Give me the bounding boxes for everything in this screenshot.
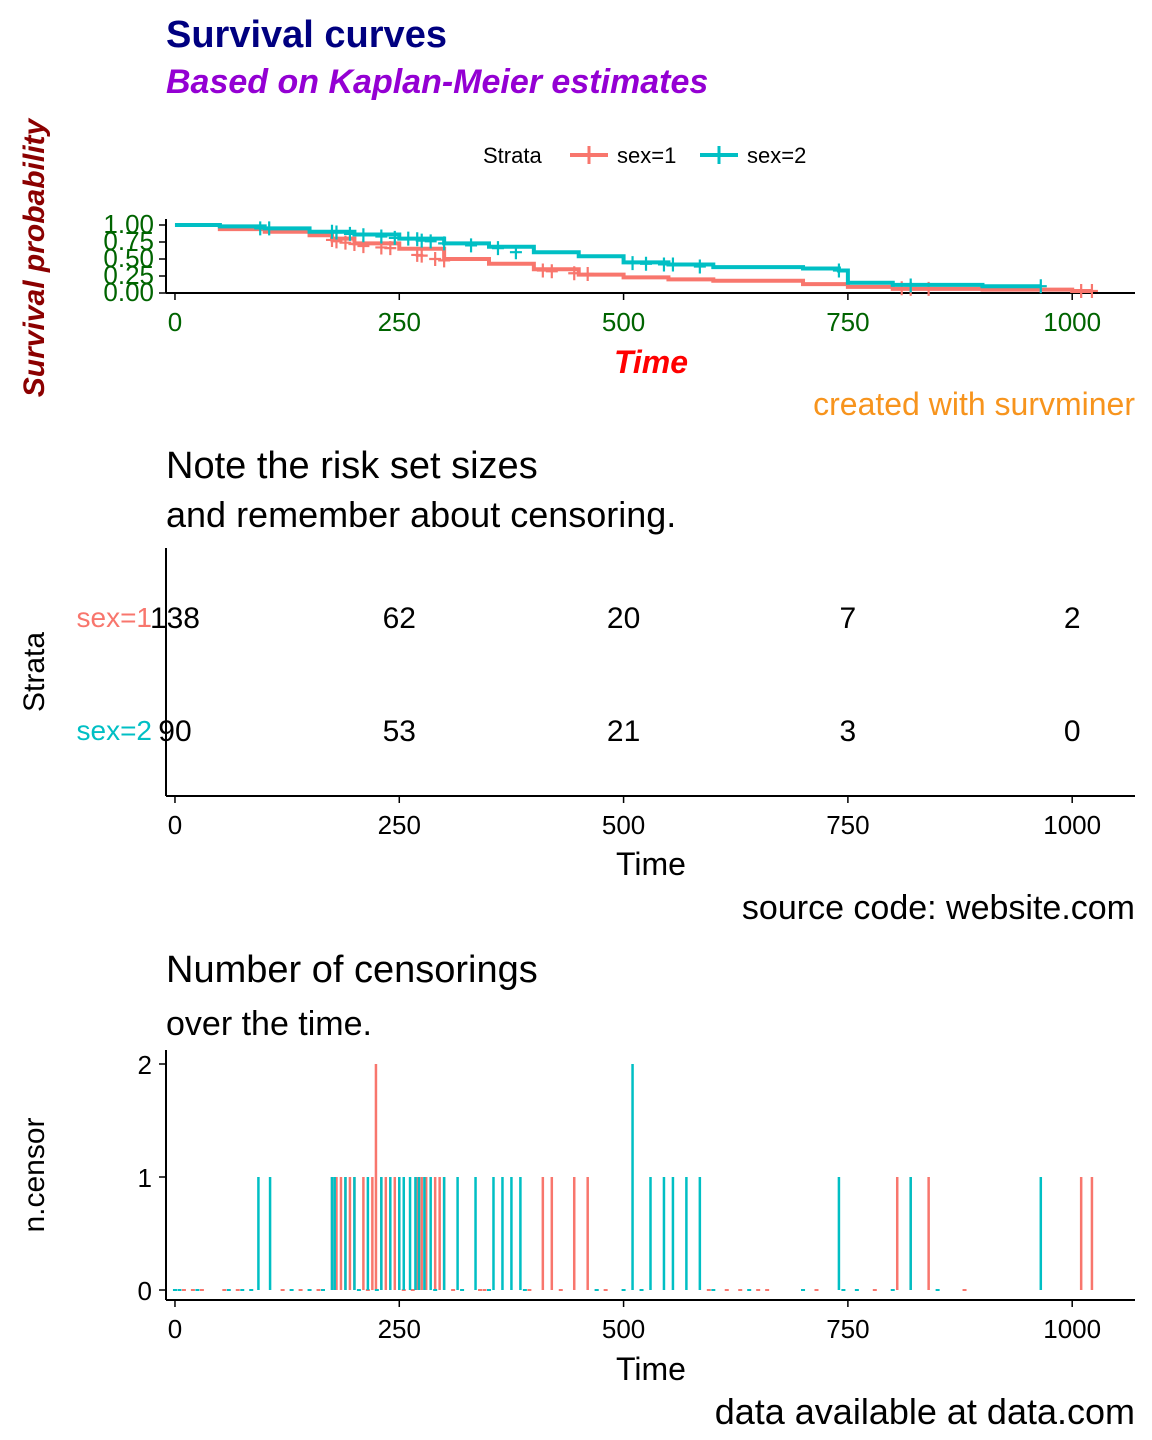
survival-title: Survival curves — [166, 14, 447, 56]
censor-caption: data available at data.com — [715, 1391, 1135, 1432]
risk-table-ylabel: Strata — [18, 632, 51, 712]
censor-mark — [348, 237, 361, 252]
risk-table-x-tick-label: 500 — [602, 810, 645, 840]
censor-mark — [343, 226, 356, 241]
risk-table-row-label: sex=2 — [77, 715, 153, 746]
censor-subtitle: over the time. — [166, 1005, 372, 1043]
survival-y-tick-label: 1.00 — [103, 209, 154, 239]
risk-table-cell: 138 — [150, 602, 200, 635]
censor-mark — [388, 230, 401, 245]
censor-mark — [491, 241, 504, 256]
censor-mark — [415, 248, 428, 263]
censor-xlabel: Time — [616, 1351, 686, 1387]
survival-ylabel: Survival probability — [18, 117, 51, 397]
censor-mark — [429, 252, 442, 266]
legend-label-sex=1: sex=1 — [617, 143, 676, 168]
censor-mark — [438, 236, 451, 251]
censor-ylabel: n.censor — [18, 1117, 51, 1232]
censor-y-tick-label: 0 — [138, 1276, 152, 1306]
survival-y-tick-label: 0.00 — [103, 277, 154, 307]
survival-curve-sex=1 — [174, 223, 1092, 293]
censor-mark — [832, 263, 845, 278]
survival-x-tick-label: 0 — [168, 307, 182, 337]
censor-x-tick-label: 750 — [826, 1314, 869, 1344]
legend-title: Strata — [483, 143, 542, 168]
risk-table-caption: source code: website.com — [742, 889, 1135, 927]
censor-mark — [545, 264, 558, 279]
censor-x-tick-label: 0 — [168, 1314, 182, 1344]
risk-table-cell: 2 — [1064, 602, 1081, 635]
survival-curve-sex=2 — [174, 223, 1041, 289]
censor-mark — [375, 229, 388, 244]
censor-mark — [509, 245, 522, 260]
survival-caption: created with survminer — [813, 386, 1135, 422]
risk-table-cell: 21 — [607, 715, 640, 748]
risk-table-subtitle: and remember about censoring. — [166, 494, 676, 535]
risk-table-x-tick-label: 0 — [168, 810, 182, 840]
risk-table-title: Note the risk set sizes — [166, 445, 538, 487]
survival-y-tick-label: 0.75 — [103, 226, 154, 256]
survival-xlabel: Time — [614, 344, 688, 380]
survival-y-tick-label: 0.25 — [103, 260, 154, 290]
censor-mark — [666, 257, 679, 272]
risk-table-cell: 0 — [1064, 715, 1081, 748]
risk-table-xlabel: Time — [616, 846, 686, 882]
survival-subtitle: Based on Kaplan-Meier estimates — [166, 63, 708, 101]
risk-table-cell: 3 — [840, 715, 857, 748]
censor-x-tick-label: 1000 — [1043, 1314, 1101, 1344]
censor-x-tick-label: 500 — [602, 1314, 645, 1344]
survival-x-tick-label: 500 — [602, 307, 645, 337]
censor-mark — [384, 241, 397, 256]
legend-label-sex=2: sex=2 — [747, 143, 806, 168]
survival-panel: Survival curves Based on Kaplan-Meier es… — [18, 14, 1135, 422]
risk-table-cell: 62 — [383, 602, 416, 635]
censor-mark — [330, 225, 343, 240]
survival-x-tick-label: 750 — [826, 307, 869, 337]
censor-mark — [581, 266, 594, 281]
survival-x-tick-label: 250 — [378, 307, 421, 337]
censor-y-tick-label: 2 — [138, 1050, 152, 1080]
censor-mark — [1034, 279, 1047, 294]
risk-table-cell: 20 — [607, 602, 640, 635]
risk-table-x-tick-label: 1000 — [1043, 810, 1101, 840]
censor-mark — [339, 235, 352, 250]
censor-mark — [357, 228, 370, 243]
censor-mark — [626, 256, 639, 271]
censor-mark — [640, 256, 653, 271]
censor-mark — [1085, 283, 1098, 298]
censor-mark — [693, 259, 706, 274]
censor-mark — [568, 266, 581, 281]
risk-table-x-tick-label: 250 — [378, 810, 421, 840]
censor-mark — [465, 238, 478, 253]
censor-mark — [424, 234, 437, 249]
survival-y-tick-label: 0.50 — [103, 243, 154, 273]
risk-table-x-tick-label: 750 — [826, 810, 869, 840]
risk-table-cell: 90 — [158, 715, 191, 748]
censor-panel: Number of censorings over the time. n.ce… — [18, 949, 1135, 1432]
censor-y-tick-label: 1 — [138, 1163, 152, 1193]
censor-title: Number of censorings — [166, 949, 538, 991]
censor-mark — [263, 221, 276, 236]
risk-table-row-label: sex=1 — [77, 602, 153, 633]
survival-legend: Strata sex=1 sex=2 — [483, 143, 806, 168]
risk-table-cell: 53 — [383, 715, 416, 748]
censor-mark — [438, 253, 451, 268]
censor-x-tick-label: 250 — [378, 1314, 421, 1344]
risk-table-panel: Note the risk set sizes and remember abo… — [18, 445, 1135, 927]
survival-x-tick-label: 1000 — [1043, 307, 1101, 337]
censor-mark — [904, 278, 917, 293]
censor-mark — [1075, 283, 1088, 298]
risk-table-cell: 7 — [840, 602, 857, 635]
